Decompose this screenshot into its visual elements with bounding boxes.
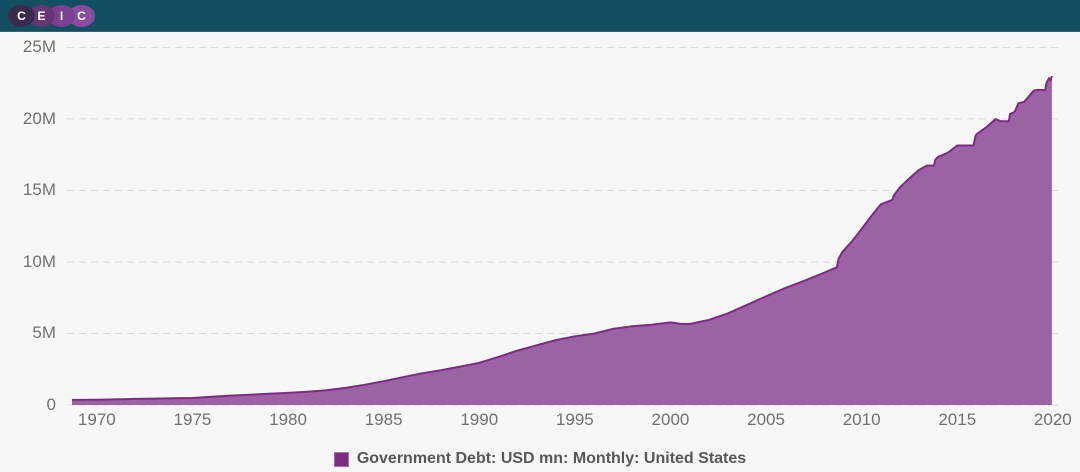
logo-letter-e: E: [28, 4, 55, 27]
x-tick-label: 2010: [842, 410, 881, 429]
top-bar: C E I C: [0, 0, 1080, 32]
x-tick-label: 2005: [747, 410, 785, 429]
legend-label: Government Debt: USD mn: Monthly: United…: [356, 450, 747, 467]
x-tick-label: 1980: [269, 410, 307, 429]
legend-swatch: [333, 451, 349, 467]
x-tick-label: 2015: [938, 410, 977, 429]
x-tick-label: 1995: [555, 410, 594, 429]
logo-letter-i: I: [48, 4, 75, 27]
x-tick-label: 1975: [173, 410, 212, 429]
logo-letter-c2: C: [68, 4, 95, 27]
ceic-logo: C E I C: [8, 4, 95, 27]
y-tick-label: 15M: [22, 180, 56, 200]
x-tick-label: 1985: [364, 410, 403, 429]
logo-letter-c1: C: [8, 4, 35, 27]
x-tick-label: 2020: [1033, 410, 1072, 429]
chart-legend: Government Debt: USD mn: Monthly: United…: [0, 450, 1080, 468]
x-tick-label: 1970: [77, 410, 116, 429]
y-tick-label: 10M: [22, 251, 56, 271]
y-tick-label: 25M: [22, 37, 56, 57]
y-tick-label: 5M: [32, 323, 56, 343]
x-tick-label: 2000: [651, 410, 690, 429]
y-tick-label: 0: [46, 395, 56, 414]
x-tick-label: 1990: [460, 410, 499, 429]
y-tick-label: 20M: [22, 108, 56, 128]
